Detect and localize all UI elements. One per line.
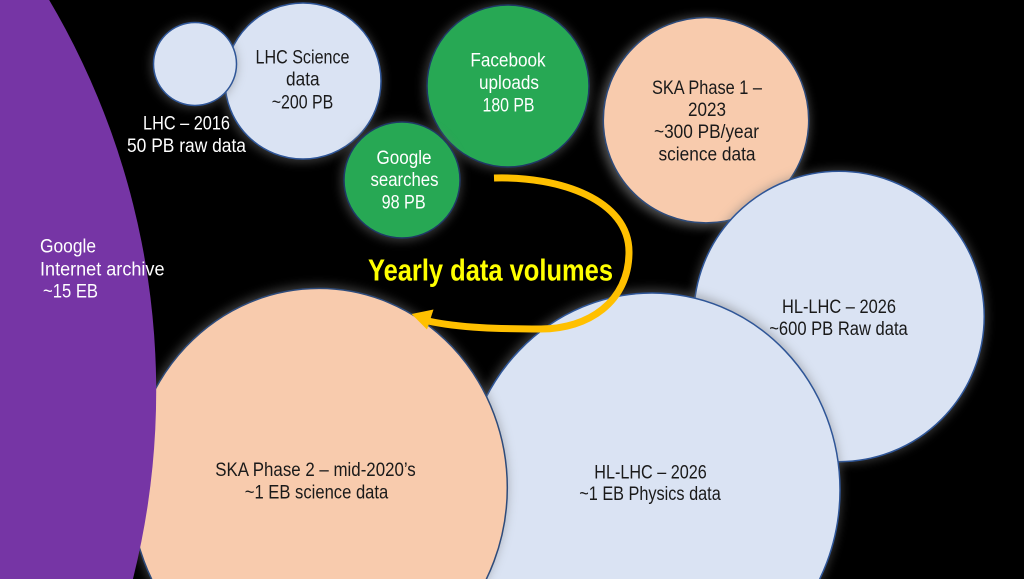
svg-text:searches: searches [371, 170, 439, 191]
svg-text:~200 PB: ~200 PB [272, 92, 334, 113]
svg-text:Google: Google [40, 236, 96, 257]
svg-text:uploads: uploads [479, 73, 539, 94]
svg-text:Internet archive: Internet archive [40, 260, 165, 281]
svg-text:Google: Google [377, 148, 432, 169]
svg-text:LHC – 2016: LHC – 2016 [143, 114, 230, 135]
svg-text:SKA Phase 1 –: SKA Phase 1 – [652, 78, 762, 99]
svg-text:~300 PB/year: ~300 PB/year [654, 122, 760, 143]
svg-text:~1 EB science data: ~1 EB science data [245, 482, 389, 503]
svg-text:2023: 2023 [688, 100, 726, 121]
svg-text:~1 EB Physics data: ~1 EB Physics data [579, 484, 721, 505]
svg-text:science data: science data [659, 144, 756, 165]
svg-text:180 PB: 180 PB [483, 95, 535, 116]
svg-text:LHC Science: LHC Science [256, 47, 350, 68]
svg-text:~15 EB: ~15 EB [43, 281, 98, 302]
svg-text:50 PB raw data: 50 PB raw data [127, 136, 246, 157]
svg-text:Yearly data volumes: Yearly data volumes [368, 253, 613, 288]
svg-text:SKA Phase 2 – mid-2020’s: SKA Phase 2 – mid-2020’s [215, 460, 416, 481]
svg-text:98 PB: 98 PB [382, 193, 426, 214]
svg-text:HL-LHC – 2026: HL-LHC – 2026 [594, 463, 707, 484]
svg-text:~600 PB Raw data: ~600 PB Raw data [769, 319, 908, 340]
svg-text:data: data [286, 70, 320, 91]
svg-text:Facebook: Facebook [470, 50, 546, 71]
svg-text:HL-LHC – 2026: HL-LHC – 2026 [782, 297, 896, 318]
